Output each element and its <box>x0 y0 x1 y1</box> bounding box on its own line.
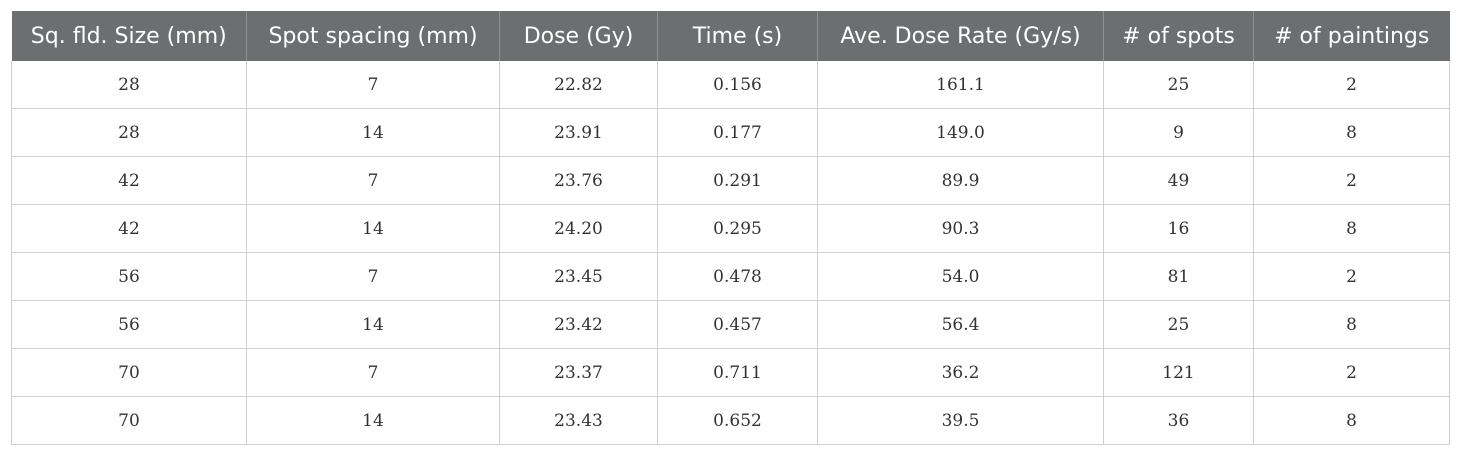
cell-dose: 24.20 <box>499 204 658 253</box>
cell-dose-rate: 90.3 <box>817 204 1104 253</box>
cell-dose: 23.37 <box>499 348 658 397</box>
cell-dose-rate: 56.4 <box>817 300 1104 349</box>
cell-spot-spacing: 14 <box>246 396 500 445</box>
cell-field-size: 56 <box>11 252 247 301</box>
cell-paintings: 8 <box>1253 300 1450 349</box>
table-header: Sq. fld. Size (mm) Spot spacing (mm) Dos… <box>11 11 1450 61</box>
cell-dose-rate: 36.2 <box>817 348 1104 397</box>
cell-paintings: 2 <box>1253 156 1450 205</box>
cell-spot-spacing: 7 <box>246 61 500 109</box>
cell-paintings: 8 <box>1253 108 1450 157</box>
column-header-dose: Dose (Gy) <box>499 11 658 61</box>
cell-time: 0.478 <box>657 252 818 301</box>
table-row: 70 7 23.37 0.711 36.2 121 2 <box>11 348 1450 397</box>
cell-spot-spacing: 7 <box>246 156 500 205</box>
cell-time: 0.295 <box>657 204 818 253</box>
header-row: Sq. fld. Size (mm) Spot spacing (mm) Dos… <box>11 11 1450 61</box>
column-header-paintings: # of paintings <box>1253 11 1450 61</box>
cell-time: 0.652 <box>657 396 818 445</box>
table-body: 28 7 22.82 0.156 161.1 25 2 28 14 23.91 … <box>11 61 1450 445</box>
cell-dose-rate: 54.0 <box>817 252 1104 301</box>
cell-spot-spacing: 14 <box>246 108 500 157</box>
table-row: 42 7 23.76 0.291 89.9 49 2 <box>11 156 1450 205</box>
cell-field-size: 42 <box>11 204 247 253</box>
cell-dose: 23.43 <box>499 396 658 445</box>
column-header-dose-rate: Ave. Dose Rate (Gy/s) <box>817 11 1104 61</box>
cell-dose-rate: 161.1 <box>817 61 1104 109</box>
cell-time: 0.457 <box>657 300 818 349</box>
cell-dose: 23.42 <box>499 300 658 349</box>
cell-dose: 23.91 <box>499 108 658 157</box>
cell-spots: 49 <box>1103 156 1254 205</box>
cell-dose: 23.45 <box>499 252 658 301</box>
cell-spot-spacing: 7 <box>246 348 500 397</box>
cell-dose-rate: 39.5 <box>817 396 1104 445</box>
cell-paintings: 2 <box>1253 252 1450 301</box>
cell-field-size: 70 <box>11 396 247 445</box>
cell-spots: 25 <box>1103 61 1254 109</box>
table-row: 42 14 24.20 0.295 90.3 16 8 <box>11 204 1450 253</box>
cell-paintings: 8 <box>1253 204 1450 253</box>
column-header-field-size: Sq. fld. Size (mm) <box>11 11 247 61</box>
cell-spots: 9 <box>1103 108 1254 157</box>
cell-field-size: 56 <box>11 300 247 349</box>
table-row: 28 7 22.82 0.156 161.1 25 2 <box>11 61 1450 109</box>
cell-dose: 23.76 <box>499 156 658 205</box>
cell-spots: 16 <box>1103 204 1254 253</box>
cell-spots: 81 <box>1103 252 1254 301</box>
cell-time: 0.177 <box>657 108 818 157</box>
cell-field-size: 70 <box>11 348 247 397</box>
cell-time: 0.291 <box>657 156 818 205</box>
cell-field-size: 28 <box>11 108 247 157</box>
cell-spot-spacing: 7 <box>246 252 500 301</box>
table-row: 56 14 23.42 0.457 56.4 25 8 <box>11 300 1450 349</box>
cell-spot-spacing: 14 <box>246 204 500 253</box>
table-row: 28 14 23.91 0.177 149.0 9 8 <box>11 108 1450 157</box>
cell-spots: 25 <box>1103 300 1254 349</box>
data-table: Sq. fld. Size (mm) Spot spacing (mm) Dos… <box>11 11 1450 445</box>
cell-dose: 22.82 <box>499 61 658 109</box>
cell-dose-rate: 89.9 <box>817 156 1104 205</box>
cell-time: 0.711 <box>657 348 818 397</box>
cell-field-size: 42 <box>11 156 247 205</box>
column-header-time: Time (s) <box>657 11 818 61</box>
cell-paintings: 2 <box>1253 61 1450 109</box>
cell-paintings: 8 <box>1253 396 1450 445</box>
data-table-container: Sq. fld. Size (mm) Spot spacing (mm) Dos… <box>11 11 1450 445</box>
cell-paintings: 2 <box>1253 348 1450 397</box>
table-row: 70 14 23.43 0.652 39.5 36 8 <box>11 396 1450 445</box>
cell-spots: 121 <box>1103 348 1254 397</box>
cell-spot-spacing: 14 <box>246 300 500 349</box>
cell-field-size: 28 <box>11 61 247 109</box>
cell-dose-rate: 149.0 <box>817 108 1104 157</box>
table-row: 56 7 23.45 0.478 54.0 81 2 <box>11 252 1450 301</box>
cell-time: 0.156 <box>657 61 818 109</box>
column-header-spots: # of spots <box>1103 11 1254 61</box>
column-header-spot-spacing: Spot spacing (mm) <box>246 11 500 61</box>
cell-spots: 36 <box>1103 396 1254 445</box>
